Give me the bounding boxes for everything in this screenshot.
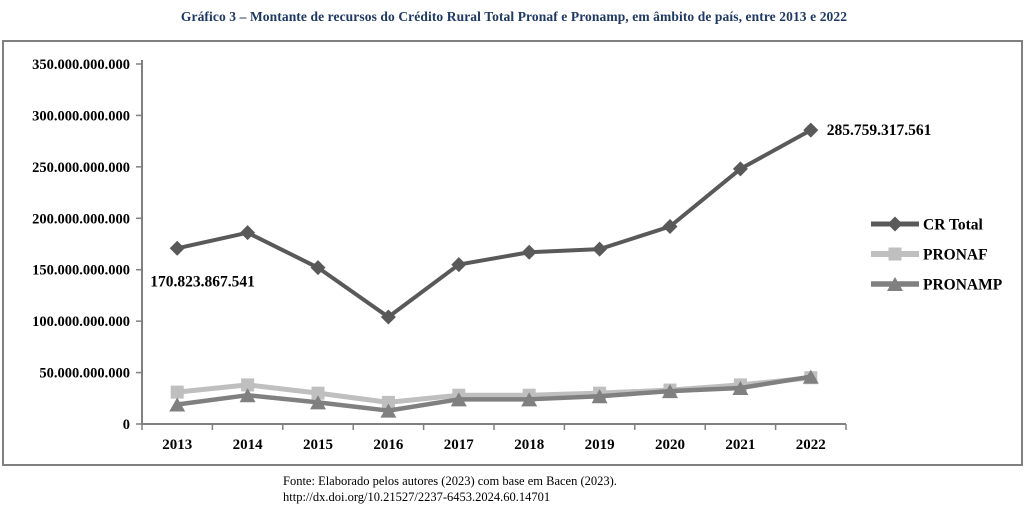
series-cr-total-point-2020 [662,219,678,235]
series-pronamp-point-2018 [521,392,538,407]
y-axis-label: 0 [123,417,130,433]
series-pronamp-line [176,374,812,413]
x-axis-label: 2019 [585,437,615,453]
series-pronamp-point-2017 [450,392,467,407]
series-cr-total-point-2014 [240,225,256,241]
x-axis-label: 2016 [373,437,404,453]
series-pronamp-point-2013 [169,397,186,412]
y-axis-label: 250.000.000.000 [32,160,130,176]
series-pronamp-point-2020 [662,384,678,399]
source-note: Fonte: Elaborado pelos autores (2023) co… [283,473,617,505]
series-pronamp-point-2015 [310,395,326,410]
series-cr-total-point-2018 [521,244,537,260]
x-axis-label: 2021 [725,437,755,453]
series-cr-total-point-2021 [732,161,748,177]
y-axis-label: 150.000.000.000 [32,263,130,279]
legend-cr-total-marker-icon [887,216,903,232]
series-pronaf-point-2013 [170,385,184,399]
series-pronaf-point-2016 [381,395,395,409]
x-axis-label: 2014 [233,437,264,453]
x-axis-label: 2018 [514,437,544,453]
x-axis-label: 2013 [162,437,192,453]
series-cr-total-point-2017 [451,257,467,273]
x-axis-label: 2015 [303,437,333,453]
x-axis-label: 2022 [796,437,826,453]
chart-area: 0 50.000.000.000 100.000.000.000 150.000.00… [2,40,1023,466]
series-pronamp-point-2021 [732,381,749,395]
series-cr-total-line [176,128,812,320]
data-label: 285.759.317.561 [827,122,932,139]
y-axis-label: 50.000.000.000 [39,366,130,382]
series-pronaf-point-2014 [241,378,255,392]
legend-pronamp-label: PRONAMP [923,277,1003,294]
source-line: Fonte: Elaborado pelos autores (2023) co… [283,474,617,488]
legend-pronaf-marker-icon [888,247,902,261]
series-pronamp-point-2019 [591,389,608,404]
series-cr-total-point-2019 [592,241,608,257]
series-pronamp-point-2022 [802,369,819,384]
series-cr-total-point-2015 [310,260,326,276]
legend-pronaf-label: PRONAF [923,247,988,264]
y-axis-label: 200.000.000.000 [32,211,130,227]
doi-text: http://dx.doi.org/10.21527/2237-6453.202… [283,490,551,504]
y-axis-label: 300.000.000.000 [32,108,130,124]
series-pronaf-point-2015 [311,386,325,400]
x-axis-label: 2017 [444,437,475,453]
series-cr-total-point-2013 [169,240,185,256]
x-axis-label: 2020 [655,437,685,453]
legend-pronamp-marker-icon [887,277,903,291]
data-label: 170.823.867.541 [150,273,255,290]
line-chart: 0 50.000.000.000 100.000.000.000 150.000.00… [32,57,1003,453]
chart-title: Gráfico 3 – Montante de recursos do Créd… [180,9,848,24]
series-cr-total-point-2016 [380,309,396,325]
series-pronamp-point-2014 [239,388,256,403]
series-pronamp-point-2016 [380,403,397,418]
legend-cr-total-label: CR Total [923,217,984,234]
series-cr-total-point-2022 [803,122,819,138]
y-axis-label: 100.000.000.000 [32,314,130,330]
y-axis-label: 350.000.000.000 [32,57,130,73]
